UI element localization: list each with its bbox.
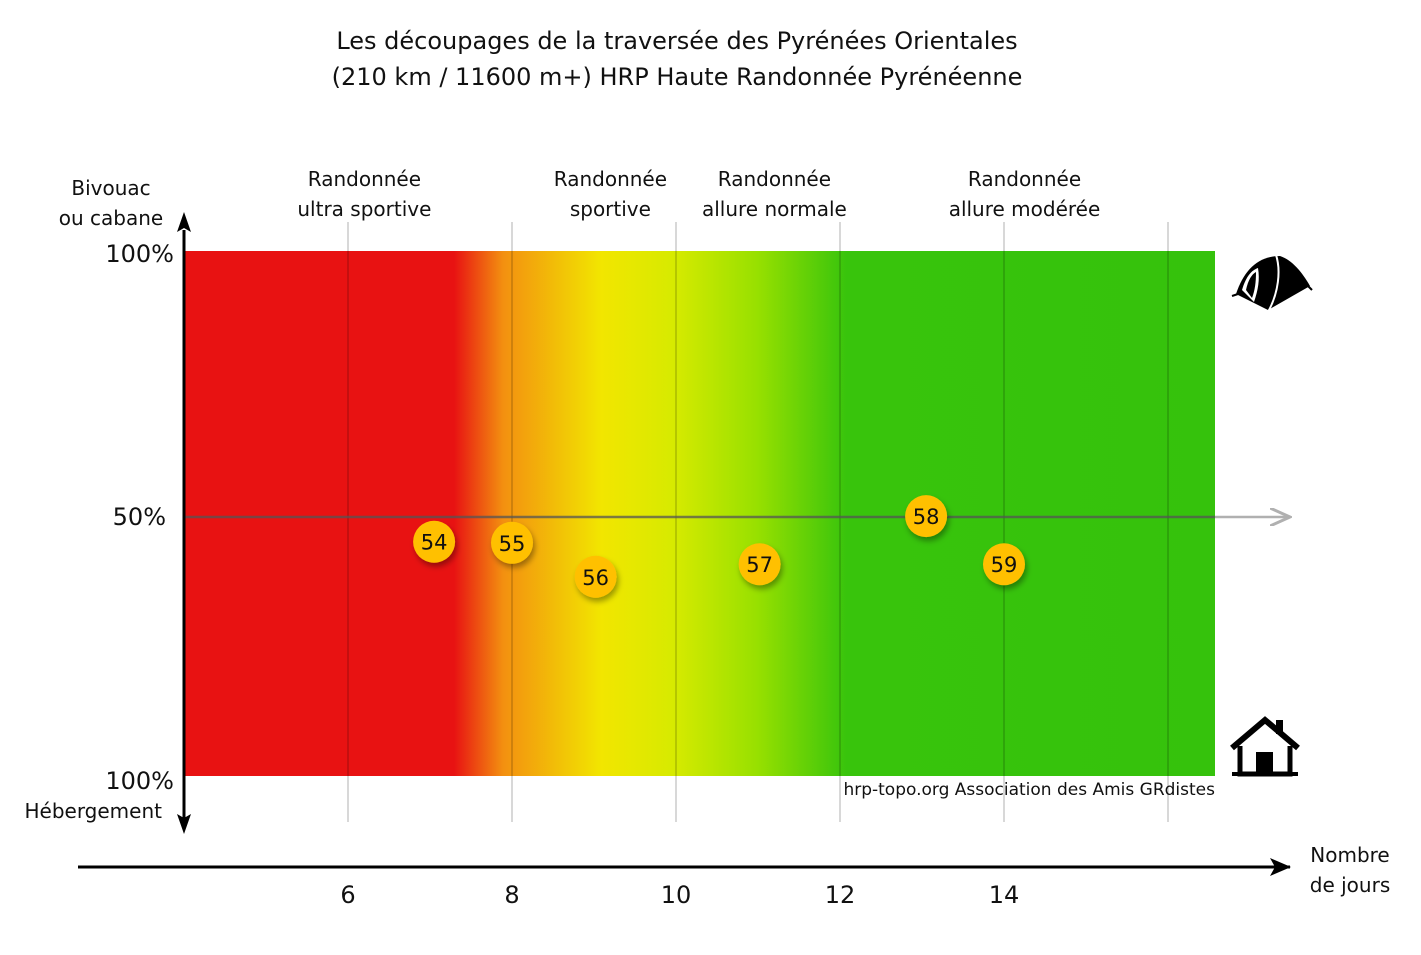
band-label-line2: allure normale bbox=[702, 197, 847, 221]
plot-background-gradient bbox=[184, 251, 1215, 776]
tent-icon bbox=[1231, 251, 1313, 313]
x-tick-label: 8 bbox=[504, 881, 519, 909]
data-point-label: 55 bbox=[499, 532, 526, 556]
band-label-line1: Randonnée bbox=[968, 167, 1081, 191]
data-point: 58 bbox=[905, 495, 948, 538]
y-tick-top: 100% bbox=[105, 240, 174, 268]
data-point-marker bbox=[574, 555, 617, 598]
data-point-marker bbox=[491, 521, 533, 564]
credit: hrp-topo.org Association des Amis GRdist… bbox=[843, 780, 1215, 800]
y-bottom-label: Hébergement bbox=[24, 799, 162, 823]
band-label-line2: allure modérée bbox=[949, 197, 1101, 221]
y-tick-bottom: 100% bbox=[105, 767, 174, 795]
data-point: 56 bbox=[574, 555, 617, 598]
x-tick-label: 12 bbox=[825, 881, 856, 909]
y-top-label-line1: Bivouac bbox=[71, 176, 150, 200]
y-top-label-line2: ou cabane bbox=[59, 206, 163, 230]
x-tick-label: 10 bbox=[661, 881, 692, 909]
band-label-line1: Randonnée bbox=[718, 167, 831, 191]
house-icon bbox=[1230, 716, 1300, 777]
x-label-line2: de jours bbox=[1310, 873, 1390, 897]
band-label-line2: ultra sportive bbox=[297, 197, 431, 221]
x-tick-label: 6 bbox=[340, 881, 355, 909]
data-point-label: 56 bbox=[582, 566, 609, 590]
x-tick-label: 14 bbox=[989, 881, 1020, 909]
band-label-line1: Randonnée bbox=[308, 167, 421, 191]
data-point-label: 57 bbox=[746, 553, 773, 577]
y-axis-arrow-down bbox=[177, 814, 191, 834]
data-point-label: 58 bbox=[913, 505, 940, 529]
y-axis-arrow-up bbox=[177, 212, 191, 232]
chart-title-line2: (210 km / 11600 m+) HRP Haute Randonnée … bbox=[332, 63, 1023, 91]
data-point-label: 54 bbox=[421, 531, 448, 555]
data-point: 54 bbox=[413, 520, 456, 563]
data-point: 55 bbox=[491, 521, 533, 564]
data-point-marker bbox=[413, 520, 456, 563]
band-label-line2: sportive bbox=[570, 197, 651, 221]
data-point-label: 59 bbox=[991, 553, 1018, 577]
data-point: 57 bbox=[738, 543, 781, 586]
data-point-marker bbox=[905, 495, 948, 538]
data-point-marker bbox=[738, 543, 781, 586]
x-label-line1: Nombre bbox=[1310, 843, 1389, 867]
chart-title-line1: Les découpages de la traversée des Pyrén… bbox=[336, 27, 1017, 55]
data-point-marker bbox=[983, 543, 1025, 586]
data-point: 59 bbox=[983, 543, 1025, 586]
band-label-line1: Randonnée bbox=[554, 167, 667, 191]
y-tick-middle: 50% bbox=[113, 503, 166, 531]
